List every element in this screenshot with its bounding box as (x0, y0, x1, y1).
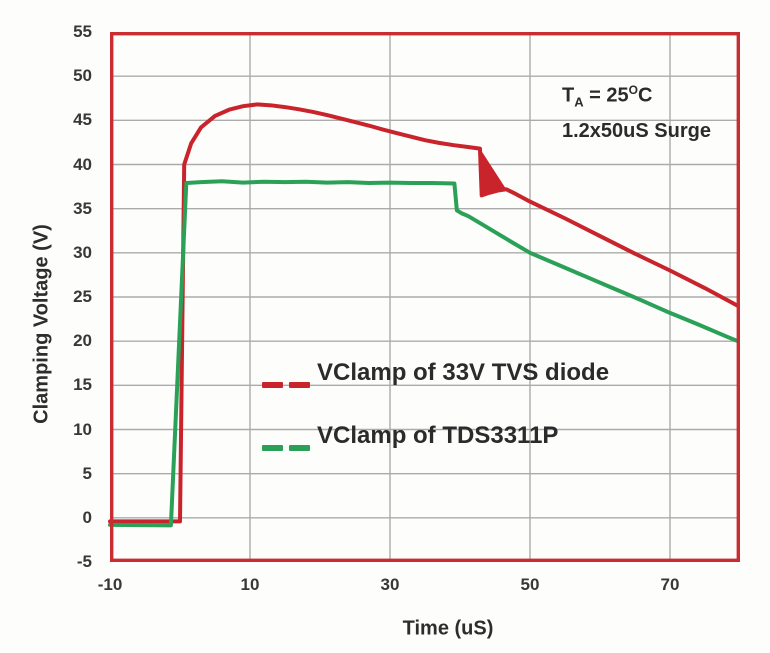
plot-frame (110, 32, 740, 562)
y-tick-label: 35 (73, 198, 92, 218)
y-tick-label: 20 (73, 331, 92, 351)
y-tick-label: -5 (76, 552, 92, 571)
x-tick-label: 30 (380, 575, 400, 594)
y-tick-label: 55 (73, 22, 92, 41)
y-tick-label: 5 (82, 463, 92, 483)
y-tick-label: 30 (73, 242, 92, 262)
y-tick-label: 25 (73, 287, 92, 306)
x-tick-label: 70 (660, 575, 680, 594)
legend-label: VClamp of TDS3311P (317, 422, 559, 449)
y-tick-label: 0 (82, 507, 92, 527)
annotation-block: TA = 25OC 1.2x50uS Surge (562, 76, 711, 146)
series-curve-green (108, 179, 740, 528)
legend-dash-marker-green (262, 445, 310, 451)
y-tick-label: 50 (73, 66, 92, 86)
x-tick-label: 50 (520, 575, 540, 594)
plot-canvas (108, 32, 740, 562)
y-tick-label: 40 (73, 154, 92, 174)
x-axis-title: Time (uS) (402, 617, 494, 640)
ringing-fill (479, 148, 507, 196)
y-tick-label: 10 (73, 419, 92, 439)
x-tick-label: 10 (240, 575, 260, 594)
plot-area: TA = 25OC 1.2x50uS Surge VClamp of 33V T… (108, 32, 740, 562)
y-tick-label: 45 (73, 110, 92, 130)
annotation-surge: 1.2x50uS Surge (562, 119, 711, 142)
legend-dash-marker-red (262, 382, 310, 388)
legend-label: VClamp of 33V TVS diode (317, 359, 610, 386)
series-curve-red (108, 102, 740, 524)
annotation-temperature: TA = 25OC (562, 83, 653, 110)
x-tick-label: -10 (97, 575, 123, 594)
y-tick-label: 15 (73, 375, 92, 395)
